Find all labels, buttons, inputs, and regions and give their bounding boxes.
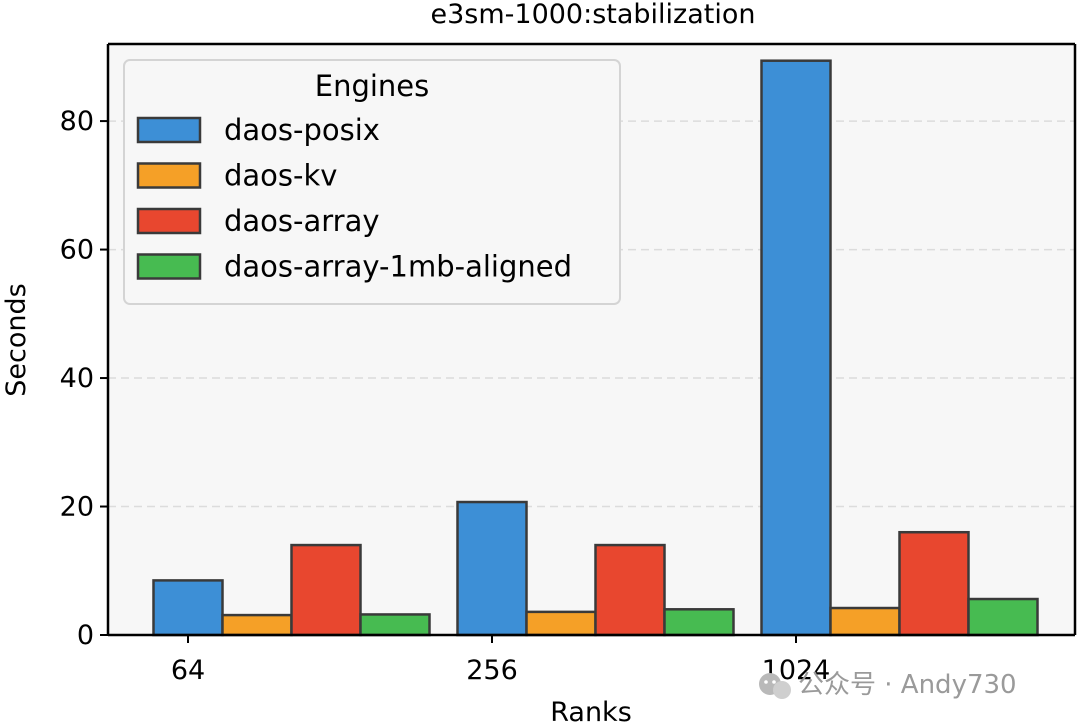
watermark: 公众号 · Andy730 <box>759 670 1017 700</box>
y-tick-label: 20 <box>60 492 94 523</box>
bar-daos-posix-1024 <box>760 59 832 637</box>
legend-label-daos-array: daos-array <box>224 204 380 238</box>
legend-label-daos-kv: daos-kv <box>224 159 337 193</box>
bar-daos-array-1mb-aligned-1024 <box>967 597 1039 637</box>
y-ticks: 0 20 40 60 80 <box>60 106 108 651</box>
watermark-text: 公众号 · Andy730 <box>798 670 1017 700</box>
legend-box <box>123 59 621 305</box>
axes <box>106 42 1077 637</box>
y-tick-label: 40 <box>60 363 94 394</box>
bar-daos-kv-1024 <box>829 606 901 637</box>
legend-title: Engines <box>315 69 430 103</box>
x-axis-title: Ranks <box>550 697 632 726</box>
bars <box>152 59 1039 637</box>
legend-label-daos-array-1mb-aligned: daos-array-1mb-aligned <box>224 250 572 284</box>
legend-swatch-daos-array <box>136 207 202 235</box>
y-tick-label: 80 <box>60 106 94 137</box>
x-ticks: 64 256 1024 <box>171 635 830 686</box>
chart-title: e3sm-1000:stabilization <box>431 0 756 30</box>
legend-swatch-daos-kv <box>136 162 202 189</box>
bar-daos-array-1mb-aligned-256 <box>663 608 735 637</box>
bar-daos-array-1024 <box>898 530 970 637</box>
bar-daos-posix-256 <box>456 500 528 637</box>
bar-daos-kv-64 <box>221 613 293 637</box>
bar-daos-posix-64 <box>152 579 224 637</box>
legend-items: daos-posix daos-kv daos-array daos-array-1m… <box>136 113 572 284</box>
legend: Engines daos-posixdaos-kvdaos-arraydaos-… <box>123 59 621 305</box>
y-axis-title: Seconds <box>1 283 32 396</box>
bar-daos-array-1mb-aligned-64 <box>359 613 431 637</box>
legend-swatch-daos-array-1mb-aligned <box>136 253 202 280</box>
bar-daos-array-256 <box>594 543 666 637</box>
legend-label-daos-posix: daos-posix <box>224 113 380 147</box>
y-tick-label: 0 <box>77 620 94 651</box>
legend-swatch-daos-posix <box>136 116 202 144</box>
bar-daos-array-64 <box>290 543 362 637</box>
x-tick-label: 64 <box>171 655 205 686</box>
wechat-icon <box>759 673 791 699</box>
x-tick-label: 256 <box>466 655 518 686</box>
bar-daos-kv-256 <box>525 610 597 637</box>
y-tick-label: 60 <box>60 235 94 266</box>
